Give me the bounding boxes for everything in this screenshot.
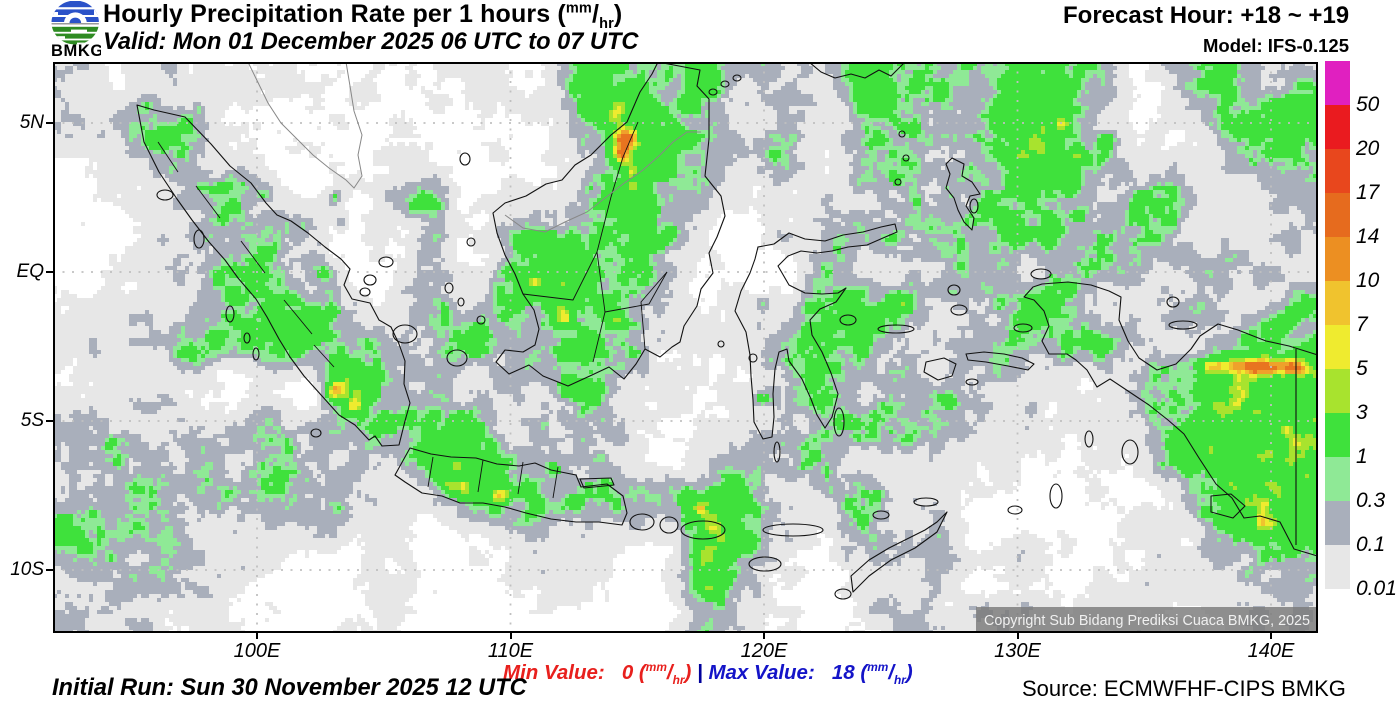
svg-text:Copyright Sub Bidang Prediksi: Copyright Sub Bidang Prediksi Cuaca BMKG… (984, 612, 1310, 629)
svg-text:BMKG: BMKG (51, 42, 101, 58)
